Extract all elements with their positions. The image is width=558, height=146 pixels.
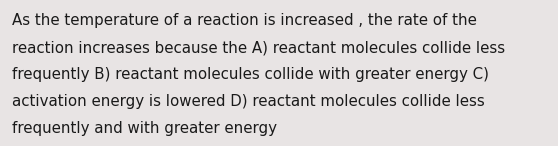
Text: As the temperature of a reaction is increased , the rate of the: As the temperature of a reaction is incr… <box>12 13 477 28</box>
Text: frequently and with greater energy: frequently and with greater energy <box>12 121 277 136</box>
Text: reaction increases because the A) reactant molecules collide less: reaction increases because the A) reacta… <box>12 40 506 55</box>
Text: frequently B) reactant molecules collide with greater energy C): frequently B) reactant molecules collide… <box>12 67 489 82</box>
Text: activation energy is lowered D) reactant molecules collide less: activation energy is lowered D) reactant… <box>12 94 485 109</box>
